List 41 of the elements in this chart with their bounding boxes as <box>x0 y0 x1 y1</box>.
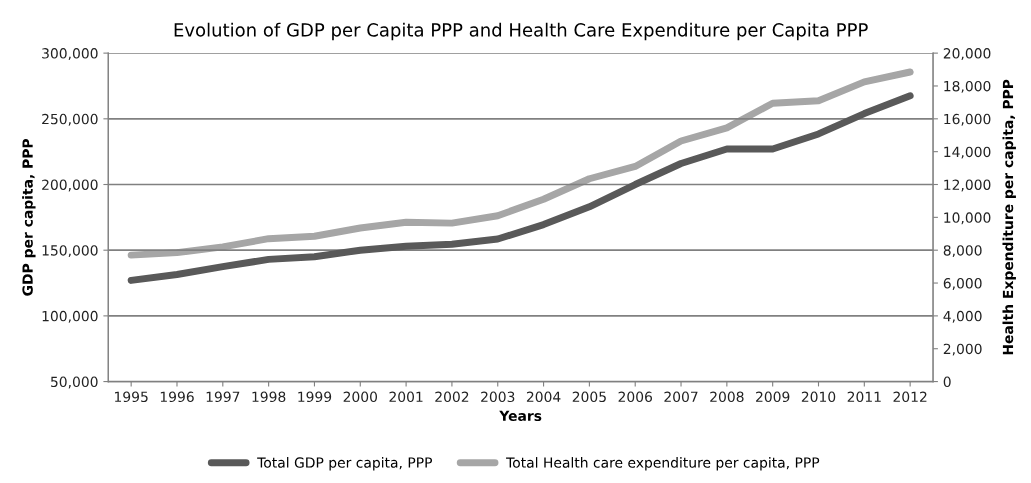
x-tick-label: 2009 <box>756 391 790 403</box>
y-tick-label: 250,000 <box>42 113 98 126</box>
chart-title: Evolution of GDP per Capita PPP and Health Care Expenditure per Capita PPP <box>174 22 868 41</box>
y2-tick-label: 20,000 <box>943 48 991 61</box>
y-tick-label: 50,000 <box>51 376 98 389</box>
x-tick-label: 1995 <box>115 391 148 403</box>
x-tick-label: 2010 <box>801 391 836 403</box>
y-tick-label: 100,000 <box>42 310 98 323</box>
y2-tick-label: 8,000 <box>943 245 982 258</box>
x-tick-label: 1998 <box>252 391 286 403</box>
y2-tick-label: 2,000 <box>943 343 982 356</box>
y2-tick-label: 16,000 <box>944 113 991 126</box>
x-tick-label: 2007 <box>664 391 698 403</box>
x-tick-label: 2006 <box>618 391 653 403</box>
y-tick-label: 300,000 <box>42 48 98 61</box>
x-tick-label: 1999 <box>298 391 332 403</box>
y-axis-title: GDP per capita, PPP <box>22 138 36 296</box>
x-tick-label: 2008 <box>710 391 744 403</box>
x-tick-label: 2004 <box>526 391 561 403</box>
x-axis-title: Years <box>499 410 542 422</box>
x-tick-label: 1997 <box>206 391 240 403</box>
x-tick-label: 2002 <box>435 391 469 403</box>
legend-label: Total Health care expenditure per capita, PPP <box>506 457 820 471</box>
x-tick-label: 2012 <box>893 391 927 403</box>
x-tick-label: 1996 <box>160 391 194 403</box>
y-tick-label: 150,000 <box>42 245 98 258</box>
y2-tick-label: 18,000 <box>944 80 991 93</box>
y-tick-label: 200,000 <box>42 179 98 192</box>
y2-tick-label: 12,000 <box>944 179 991 192</box>
legend-label: Total GDP per capita, PPP <box>257 457 433 471</box>
x-tick-label: 2003 <box>481 391 515 403</box>
y2-tick-label: 0 <box>943 376 951 388</box>
y2-axis-title: Health Expenditure per capita, PPP <box>1002 79 1016 355</box>
x-tick-label: 2000 <box>343 391 378 403</box>
x-tick-label: 2011 <box>847 391 881 403</box>
x-tick-label: 2005 <box>572 391 606 403</box>
y2-tick-label: 4,000 <box>943 310 982 323</box>
y2-tick-label: 14,000 <box>944 146 991 159</box>
y2-tick-label: 6,000 <box>943 278 982 290</box>
y2-tick-label: 10,000 <box>944 212 991 225</box>
x-tick-label: 2001 <box>389 391 423 403</box>
